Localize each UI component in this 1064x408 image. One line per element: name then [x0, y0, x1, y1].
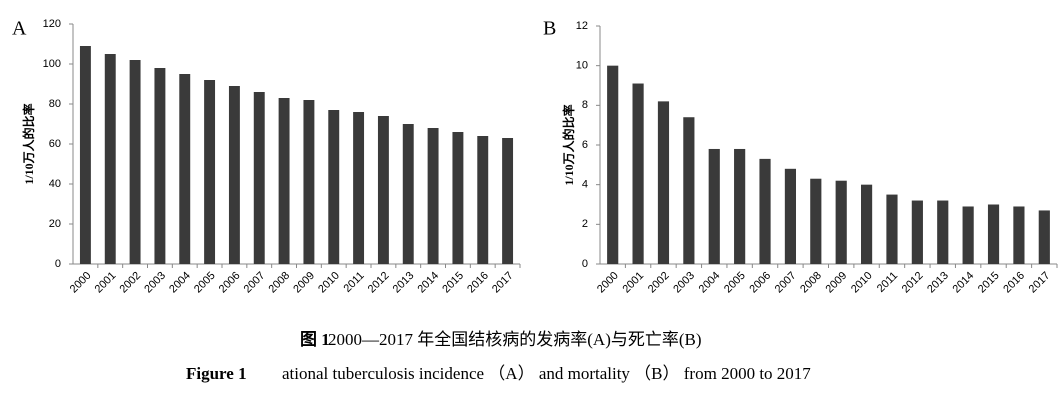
- bar: [937, 200, 949, 264]
- panel-label: A: [12, 18, 27, 40]
- x-tick-label: 2009: [291, 270, 317, 296]
- x-tick-label: 2008: [798, 270, 824, 296]
- bar: [477, 136, 489, 264]
- x-tick-label: 2000: [68, 270, 94, 296]
- x-tick-label: 2006: [217, 270, 243, 296]
- x-tick-label: 2000: [595, 270, 621, 296]
- x-tick-label: 2009: [824, 270, 850, 296]
- bar: [734, 148, 746, 264]
- x-tick-label: 2005: [722, 270, 748, 296]
- bar: [377, 116, 389, 264]
- y-axis-label: 1/10万人的比率: [561, 104, 576, 185]
- bar: [860, 184, 873, 264]
- x-tick-label: 2003: [671, 270, 697, 296]
- x-tick-label: 2011: [342, 270, 367, 295]
- x-tick-label: 2006: [747, 270, 773, 296]
- x-tick-label: 2007: [773, 270, 799, 296]
- bar: [607, 65, 619, 265]
- y-tick-label: 0: [55, 258, 61, 270]
- x-tick-label: 2010: [316, 270, 342, 296]
- bar: [1013, 206, 1025, 264]
- bar: [784, 168, 797, 264]
- bar: [179, 74, 191, 264]
- x-tick-label: 2013: [391, 270, 417, 296]
- bar: [253, 92, 265, 264]
- x-tick-label: 2014: [951, 270, 977, 296]
- bar: [886, 194, 898, 264]
- x-tick-label: 2008: [266, 270, 292, 296]
- x-tick-label: 2002: [646, 270, 672, 296]
- bar: [962, 206, 974, 264]
- bar: [303, 100, 315, 264]
- bar: [911, 200, 923, 264]
- x-tick-label: 2013: [925, 270, 951, 296]
- bar: [632, 83, 644, 265]
- x-tick-label: 2011: [875, 270, 900, 295]
- y-axis-label: 1/10万人的比率: [21, 103, 36, 184]
- caption-label-zh: 图 1: [300, 330, 330, 349]
- bar: [1038, 210, 1050, 264]
- y-tick-label: 8: [582, 99, 588, 111]
- x-tick-label: 2002: [117, 270, 143, 296]
- bar: [154, 68, 166, 264]
- x-tick-label: 2010: [849, 270, 875, 296]
- bar: [204, 80, 216, 264]
- x-tick-label: 2004: [697, 270, 723, 296]
- bar: [104, 54, 116, 264]
- x-tick-label: 2004: [167, 270, 193, 296]
- x-tick-label: 2012: [900, 270, 926, 296]
- panel-label: B: [543, 18, 556, 40]
- x-tick-label: 2001: [93, 270, 119, 296]
- y-tick-label: 4: [582, 179, 588, 191]
- x-tick-label: 2001: [620, 270, 646, 296]
- y-tick-label: 100: [43, 58, 61, 70]
- y-tick-label: 20: [49, 218, 61, 230]
- caption-label-en: Figure 1: [186, 364, 247, 383]
- y-tick-label: 60: [49, 138, 61, 150]
- y-tick-label: 40: [49, 178, 61, 190]
- bar: [835, 180, 847, 264]
- x-tick-label: 2017: [1027, 270, 1053, 296]
- bar: [427, 128, 439, 264]
- x-tick-label: 2007: [242, 270, 268, 296]
- y-tick-label: 10: [576, 60, 588, 72]
- bar: [79, 46, 91, 264]
- x-tick-label: 2014: [415, 270, 441, 296]
- y-tick-label: 80: [49, 98, 61, 110]
- bar: [708, 148, 720, 264]
- y-tick-label: 2: [582, 218, 588, 230]
- x-tick-label: 2003: [142, 270, 168, 296]
- x-tick-label: 2015: [976, 270, 1002, 296]
- bar: [278, 98, 290, 264]
- bar: [353, 112, 365, 264]
- y-tick-label: 120: [43, 18, 61, 30]
- bar: [228, 86, 240, 264]
- bar: [987, 204, 1000, 264]
- x-tick-label: 2012: [366, 270, 392, 296]
- bar: [328, 110, 340, 264]
- bar: [683, 117, 695, 264]
- caption-text-en: ational tuberculosis incidence （A） and m…: [282, 364, 811, 383]
- y-tick-label: 12: [576, 20, 588, 32]
- bar: [129, 60, 141, 264]
- bar: [657, 101, 670, 264]
- x-tick-label: 2005: [192, 270, 218, 296]
- bar: [402, 124, 414, 264]
- caption-text-zh: 2000—2017 年全国结核病的发病率(A)与死亡率(B): [328, 330, 702, 349]
- bar: [810, 178, 822, 264]
- x-tick-label: 2016: [465, 270, 491, 296]
- bar: [502, 138, 514, 264]
- bar: [452, 132, 464, 264]
- y-tick-label: 6: [582, 139, 588, 151]
- x-tick-label: 2017: [490, 270, 516, 296]
- bar: [759, 158, 771, 264]
- x-tick-label: 2015: [440, 270, 466, 296]
- y-tick-label: 0: [582, 258, 588, 270]
- x-tick-label: 2016: [1001, 270, 1027, 296]
